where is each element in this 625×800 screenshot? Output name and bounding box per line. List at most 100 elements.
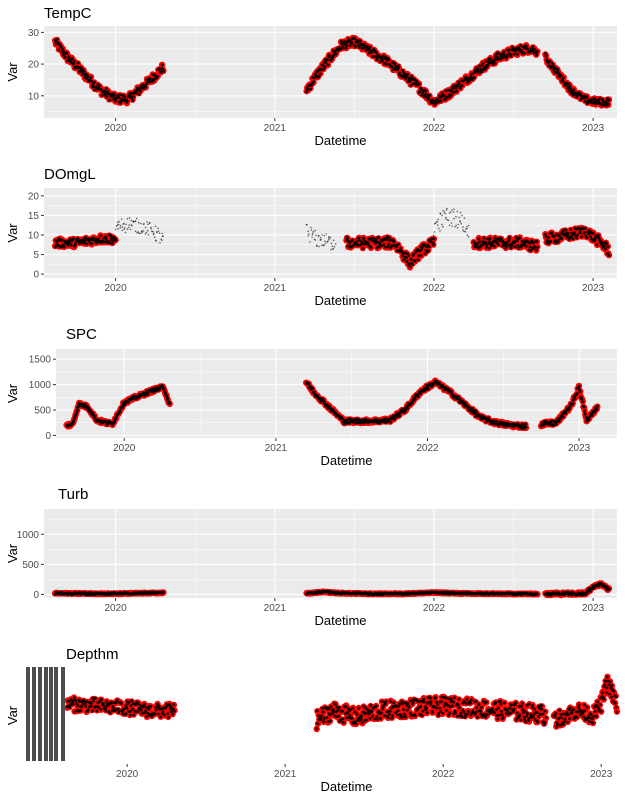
data-point: [516, 246, 520, 250]
data-point: [419, 254, 423, 258]
x-tick-label: 2023: [568, 443, 591, 454]
data-point: [575, 392, 579, 396]
data-point: [585, 95, 589, 99]
data-point: [387, 58, 390, 62]
data-point: [463, 230, 465, 232]
data-point: [519, 44, 523, 47]
data-point: [547, 235, 551, 239]
data-point: [89, 75, 93, 79]
data-point: [72, 59, 76, 63]
data-point: [580, 397, 584, 401]
data-point: [131, 224, 133, 227]
data-point: [534, 248, 538, 252]
data-point: [463, 217, 466, 219]
data-point: [123, 222, 125, 225]
data-point: [559, 73, 563, 77]
data-point: [595, 408, 599, 412]
data-point: [447, 219, 450, 222]
data-point: [130, 219, 133, 222]
y-tick-label: 10: [28, 91, 40, 102]
data-point: [384, 417, 388, 421]
data-point: [593, 97, 597, 100]
data-point: [311, 233, 314, 236]
data-point: [478, 240, 482, 244]
data-point: [436, 220, 439, 223]
data-point: [328, 54, 332, 58]
data-point: [580, 235, 584, 239]
data-point: [334, 52, 338, 56]
data-point: [138, 89, 142, 93]
data-point: [595, 243, 599, 247]
data-point: [406, 406, 410, 410]
y-tick-label: 10: [28, 230, 40, 241]
data-point: [445, 216, 447, 219]
data-point: [454, 226, 456, 228]
data-point: [318, 234, 320, 237]
data-point: [61, 47, 65, 51]
data-point: [583, 412, 587, 416]
data-point: [118, 93, 122, 97]
data-point: [564, 228, 568, 232]
data-point: [157, 67, 161, 71]
data-point: [129, 228, 132, 231]
data-point: [131, 95, 135, 99]
data-point: [119, 224, 122, 227]
data-point: [466, 227, 468, 230]
y-tick-label: 500: [22, 560, 39, 571]
data-point: [150, 227, 152, 230]
data-point: [152, 78, 156, 82]
data-point: [535, 50, 539, 53]
data-point: [566, 231, 570, 235]
data-point: [92, 236, 96, 240]
x-tick-label: 2023: [582, 123, 605, 134]
data-point: [154, 236, 156, 238]
data-point: [607, 254, 611, 258]
data-point: [318, 245, 320, 248]
data-point: [568, 85, 572, 89]
data-point: [445, 208, 448, 211]
data-point: [147, 76, 151, 80]
data-point: [550, 231, 554, 235]
data-point: [548, 60, 552, 64]
data-point: [583, 99, 587, 103]
data-point: [577, 384, 581, 388]
data-segment: [305, 223, 337, 251]
data-point: [544, 235, 548, 239]
data-point: [557, 419, 561, 423]
data-point: [361, 247, 365, 251]
x-tick-label: 2021: [265, 443, 288, 454]
data-point: [420, 247, 424, 251]
data-point: [543, 232, 547, 236]
data-point: [385, 237, 389, 241]
data-point: [156, 231, 158, 233]
data-point: [388, 420, 392, 424]
data-point: [458, 86, 462, 90]
data-point: [417, 254, 421, 258]
data-point: [346, 237, 350, 241]
data-point: [147, 223, 149, 226]
data-point: [488, 237, 492, 241]
data-point: [356, 244, 360, 247]
data-point: [330, 242, 333, 245]
data-point: [399, 247, 402, 250]
data-point: [493, 244, 496, 248]
data-point: [485, 419, 489, 423]
data-point: [371, 55, 375, 58]
data-point: [309, 241, 311, 243]
data-point: [572, 88, 576, 92]
x-tick-label: 2021: [264, 123, 287, 134]
data-point: [308, 233, 310, 235]
data-point: [117, 227, 119, 230]
data-point: [504, 246, 508, 250]
data-point: [144, 233, 147, 235]
data-point: [401, 251, 405, 255]
data-point: [571, 90, 575, 94]
data-point: [556, 240, 560, 244]
data-point: [392, 239, 396, 243]
data-point: [509, 54, 513, 58]
data-point: [332, 248, 334, 250]
data-point: [482, 236, 486, 240]
data-point: [307, 382, 311, 386]
data-point: [533, 48, 537, 51]
